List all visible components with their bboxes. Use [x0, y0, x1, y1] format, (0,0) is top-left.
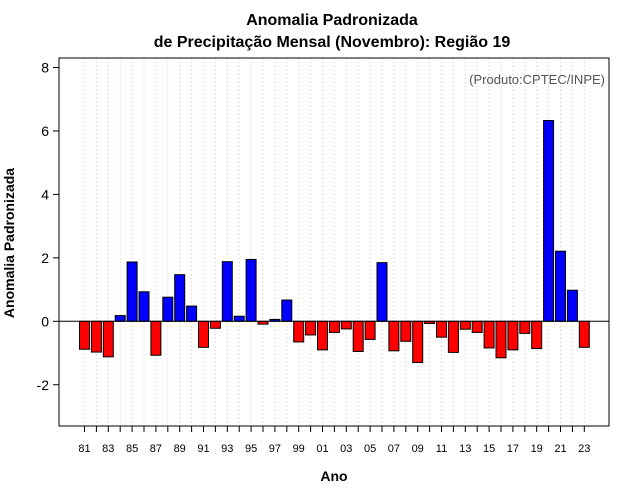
bar-2005: [364, 320, 376, 340]
bar-1989: [174, 274, 186, 322]
bar-2009: [412, 320, 424, 364]
chart-title-line1: Anomalia Padronizada: [246, 12, 418, 29]
bar-2012: [447, 320, 459, 353]
grid: [84, 58, 585, 426]
x-tick-label: 85: [126, 443, 138, 455]
bar-1999: [293, 320, 305, 343]
x-tick-label: 13: [459, 443, 471, 455]
y-axis-label: Anomalia Padronizada: [1, 168, 17, 318]
bar-1995: [245, 258, 257, 322]
bar-2002: [328, 320, 340, 333]
x-tick-label: 07: [388, 443, 400, 455]
x-tick-label: 93: [221, 443, 233, 455]
bar-2017: [507, 320, 519, 351]
y-tick-label: 4: [41, 186, 49, 202]
bar-2011: [436, 320, 447, 338]
bar-1986: [138, 291, 150, 322]
bar-1992: [209, 320, 221, 329]
y-axis: -2 0 2 4 6 8: [37, 60, 59, 393]
x-tick-label: 23: [578, 443, 590, 455]
y-tick-label: 2: [41, 250, 49, 266]
bar-2020: [543, 119, 555, 322]
x-tick-label: 87: [150, 443, 162, 455]
bar-1998: [281, 299, 293, 322]
bar-1988: [162, 296, 174, 322]
bar-1981: [79, 320, 90, 350]
y-tick-label: 0: [41, 313, 49, 329]
y-tick-label: 6: [41, 123, 49, 139]
bar-1984: [114, 315, 126, 322]
annotation-product: (Produto:CPTEC/INPE): [469, 72, 605, 87]
x-tick-label: 05: [364, 443, 376, 455]
x-tick-label: 15: [483, 443, 495, 455]
bar-1994: [233, 315, 245, 322]
x-tick-label: 11: [436, 443, 447, 455]
bar-1985: [126, 261, 138, 322]
bar-1991: [198, 320, 209, 348]
x-tick-label: 81: [78, 443, 90, 455]
bar-1987: [150, 320, 162, 356]
bar-2006: [376, 262, 388, 322]
bar-2022: [566, 289, 578, 322]
bar-2000: [305, 320, 317, 336]
bar-1993: [221, 261, 233, 322]
bar-2013: [459, 320, 471, 330]
x-tick-label: 03: [340, 443, 352, 455]
y-tick-label: -2: [37, 377, 50, 393]
bar-2018: [519, 320, 531, 334]
x-tick-label: 19: [531, 443, 543, 455]
bar-2016: [495, 320, 507, 359]
bar-1990: [186, 305, 198, 322]
bar-2004: [352, 320, 364, 352]
bars: [79, 119, 590, 364]
x-tick-label: 99: [293, 443, 305, 455]
chart-title-line2: de Precipitação Mensal (Novembro): Regiã…: [154, 34, 511, 51]
bar-2003: [340, 320, 352, 330]
bar-1982: [90, 320, 102, 353]
x-tick-label: 95: [245, 443, 257, 455]
bar-2001: [317, 320, 328, 351]
x-tick-label: 91: [197, 443, 209, 455]
bar-2023: [578, 320, 590, 348]
x-tick-label: 17: [507, 443, 519, 455]
x-tick-label: 89: [174, 443, 186, 455]
bar-2008: [400, 320, 412, 342]
x-tick-label: 83: [102, 443, 114, 455]
bar-2015: [483, 320, 495, 349]
x-tick-label: 97: [269, 443, 281, 455]
x-tick-label: 09: [412, 443, 424, 455]
bar-2014: [471, 320, 483, 333]
bar-1983: [102, 320, 114, 358]
bar-2021: [555, 250, 566, 322]
x-axis: 81 83 85 87 89 91 93 95 97 99 01 03 05 07 09 11 13 15 17 19…: [78, 426, 590, 455]
x-tick-label: 21: [554, 443, 566, 455]
y-tick-label: 8: [41, 60, 49, 76]
x-tick-label: 01: [316, 443, 328, 455]
bar-2007: [388, 320, 400, 352]
bar-2019: [531, 320, 543, 350]
x-axis-label: Ano: [320, 468, 347, 484]
